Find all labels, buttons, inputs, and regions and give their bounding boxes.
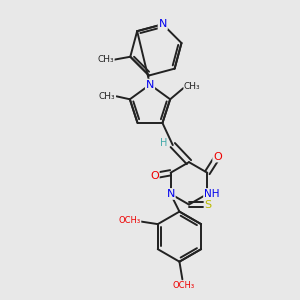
Text: N: N bbox=[146, 80, 154, 90]
Text: OCH₃: OCH₃ bbox=[119, 216, 141, 225]
Text: CH₃: CH₃ bbox=[99, 92, 116, 101]
Text: CH₃: CH₃ bbox=[184, 82, 201, 91]
Text: O: O bbox=[213, 152, 222, 162]
Text: N: N bbox=[159, 19, 167, 29]
Text: OCH₃: OCH₃ bbox=[173, 281, 195, 290]
Text: O: O bbox=[150, 171, 159, 181]
Text: NH: NH bbox=[204, 189, 220, 199]
Text: N: N bbox=[167, 189, 175, 199]
Text: H: H bbox=[160, 138, 167, 148]
Text: CH₃: CH₃ bbox=[98, 55, 114, 64]
Text: S: S bbox=[205, 200, 212, 209]
